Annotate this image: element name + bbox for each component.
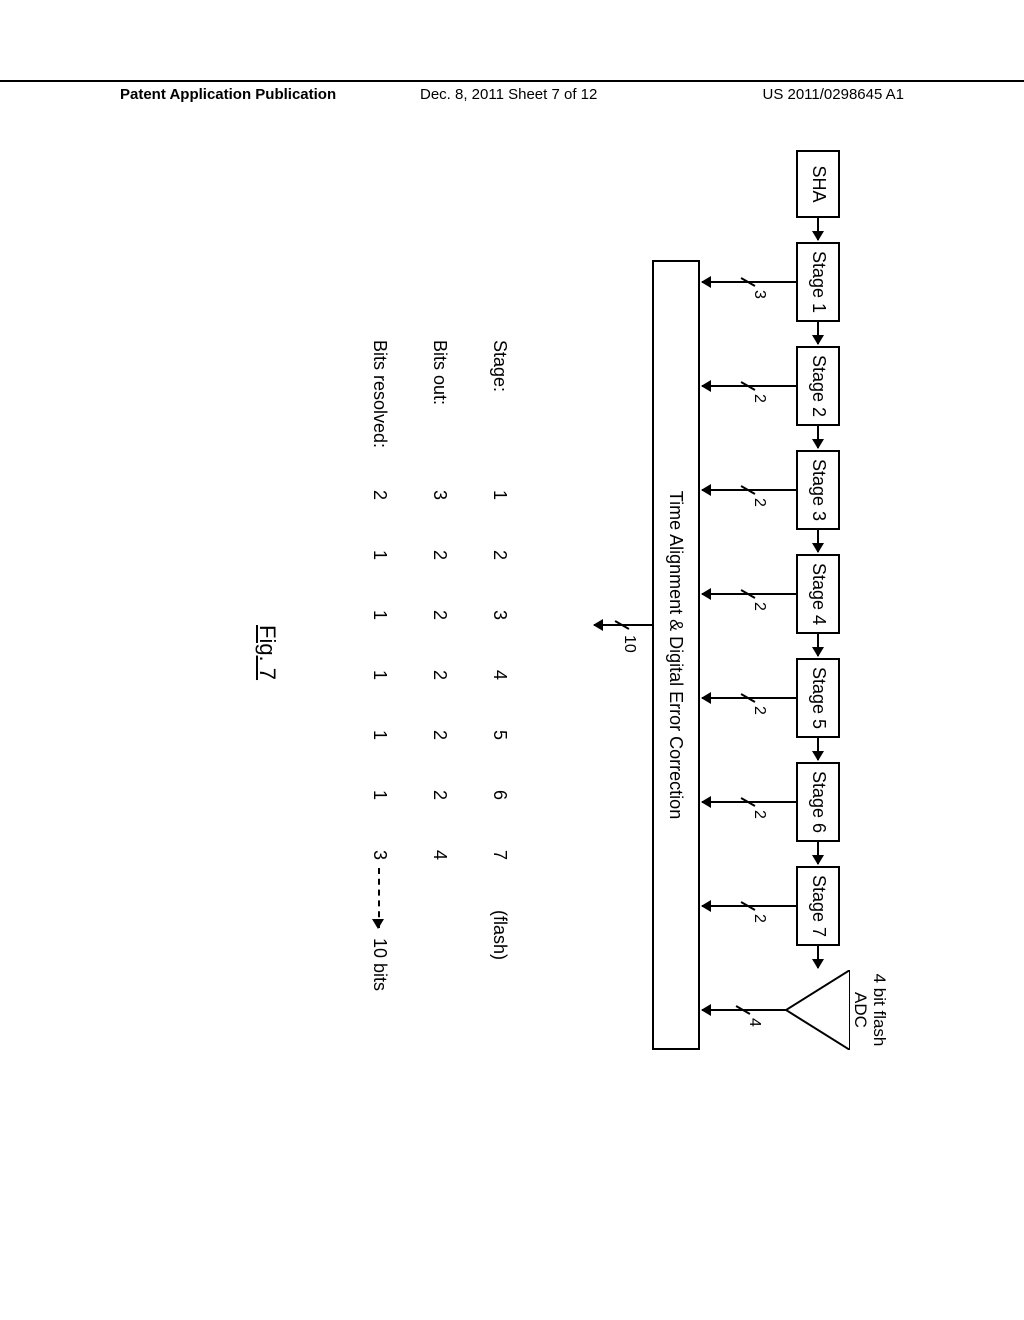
table-bitsres-5: 1	[369, 790, 390, 800]
table-result: 10 bits	[369, 938, 390, 991]
sha-block: SHA	[796, 150, 840, 218]
bits-label-stage-6: 2	[750, 810, 768, 819]
page-header: Patent Application Publication Dec. 8, 2…	[0, 80, 1024, 116]
table-row-label-0: Stage:	[489, 340, 510, 392]
table-stage-col-6: 7	[489, 850, 510, 860]
table-bitsres-6: 3	[369, 850, 390, 860]
header-right: US 2011/0298645 A1	[762, 86, 904, 103]
table-row-label-1: Bits out:	[429, 340, 450, 405]
flash-adc-label: 4 bit flashADC	[851, 966, 888, 1054]
rotated-figure: SHA Stage 1 3 Stage 2 2 Stage 3 2 Stage 4 2 Stage…	[140, 140, 900, 1120]
table-stage-col-0: 1	[489, 490, 510, 500]
arrow-stage-1	[817, 322, 819, 344]
stage-6-block: Stage 6	[796, 762, 840, 842]
table-bitsout-1: 2	[429, 550, 450, 560]
arrow-stage-4	[817, 634, 819, 656]
stage-3-block: Stage 3	[796, 450, 840, 530]
stage-7-block: Stage 7	[796, 866, 840, 946]
table-stage-col-3: 4	[489, 670, 510, 680]
stage-4-block: Stage 4	[796, 554, 840, 634]
arrow-stage-5	[817, 738, 819, 760]
arrow-stage-7	[817, 946, 819, 968]
figure-caption: Fig. 7	[254, 625, 280, 680]
table-stage-col-2: 3	[489, 610, 510, 620]
table-bitsout-0: 3	[429, 490, 450, 500]
table-stage-col-4: 5	[489, 730, 510, 740]
table-bitsout-6: 4	[429, 850, 450, 860]
dashed-arrow-result	[378, 868, 380, 928]
arrow-sha-stage1	[817, 218, 819, 240]
table-stage-col-7: (flash)	[489, 910, 510, 960]
bits-label-stage-2: 2	[750, 394, 768, 403]
page: Patent Application Publication Dec. 8, 2…	[0, 0, 1024, 1320]
arrow-stage-2	[817, 426, 819, 448]
arrow-stage-3	[817, 530, 819, 552]
correction-box: Time Alignment & Digital Error Correctio…	[652, 260, 700, 1050]
bits-label-flash: 4	[745, 1018, 763, 1027]
table-bitsres-3: 1	[369, 670, 390, 680]
arrow-stage-6	[817, 842, 819, 864]
table-bitsout-3: 2	[429, 670, 450, 680]
table-bitsres-0: 2	[369, 490, 390, 500]
header-mid: Dec. 8, 2011 Sheet 7 of 12	[420, 86, 597, 103]
bits-label-stage-5: 2	[750, 706, 768, 715]
block-diagram: SHA Stage 1 3 Stage 2 2 Stage 3 2 Stage 4 2 Stage…	[140, 140, 900, 1120]
header-left: Patent Application Publication	[120, 86, 336, 103]
table-bitsout-5: 2	[429, 790, 450, 800]
bits-label-output: 10	[620, 635, 638, 653]
bits-label-stage-1: 3	[750, 290, 768, 299]
stage-5-block: Stage 5	[796, 658, 840, 738]
table-stage-col-5: 6	[489, 790, 510, 800]
bits-label-stage-4: 2	[750, 602, 768, 611]
stage-1-block: Stage 1	[796, 242, 840, 322]
table-bitsres-2: 1	[369, 610, 390, 620]
figure-area: SHA Stage 1 3 Stage 2 2 Stage 3 2 Stage 4 2 Stage…	[140, 140, 900, 1120]
table-row-label-2: Bits resolved:	[369, 340, 390, 448]
table-bitsres-1: 1	[369, 550, 390, 560]
stage-2-block: Stage 2	[796, 346, 840, 426]
table-bitsout-2: 2	[429, 610, 450, 620]
table-bitsres-4: 1	[369, 730, 390, 740]
table-stage-col-1: 2	[489, 550, 510, 560]
bits-label-stage-7: 2	[750, 914, 768, 923]
table-bitsout-4: 2	[429, 730, 450, 740]
bits-label-stage-3: 2	[750, 498, 768, 507]
flash-adc-icon	[786, 970, 850, 1050]
